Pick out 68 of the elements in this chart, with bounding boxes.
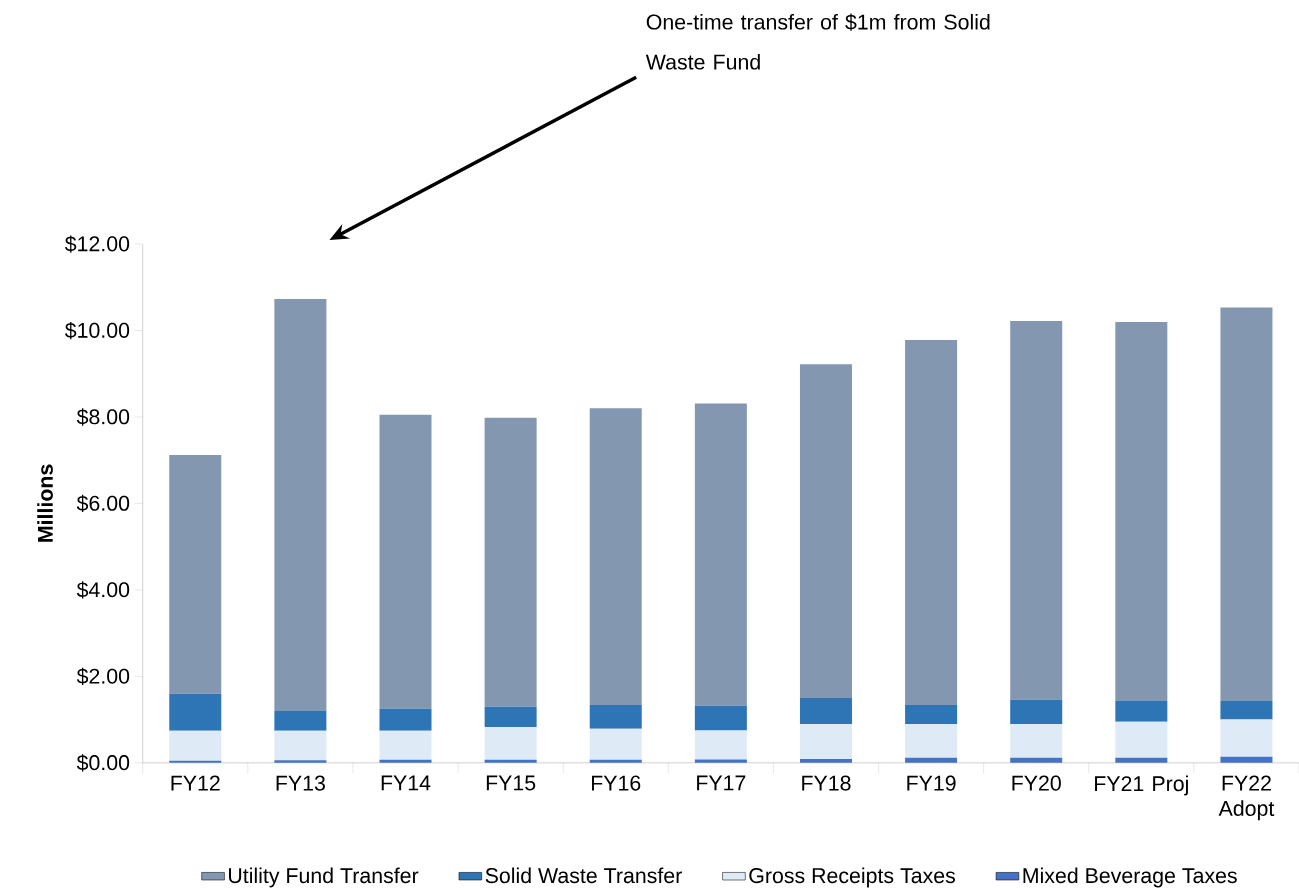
legend-label: Mixed Beverage Taxes [1023,867,1237,888]
y-tick-label: $0.00 [76,754,130,772]
bar [169,454,222,694]
bar [484,417,537,707]
bar [799,697,852,724]
bar [274,710,327,731]
bar [379,708,432,731]
bar [1010,723,1063,758]
bar [694,705,747,731]
y-tick-label: $8.00 [76,408,130,426]
bar [169,693,222,731]
bar [694,730,747,760]
bar [484,726,537,760]
x-tick-label: FY16 [592,775,641,791]
y-axis-title: Millions [37,464,53,542]
x-tick-label: FY22 Adopt [1218,775,1275,821]
bar [905,339,958,705]
bar [1115,321,1168,701]
bar [1115,721,1168,758]
bar [1220,307,1273,701]
bar [1220,700,1273,720]
bar [379,414,432,709]
bar [274,760,327,763]
text: One-time transfer of $1m from Solid Waste Fund [645,13,990,70]
legend-label: Solid Waste Transfer [485,867,682,884]
bar [589,408,642,705]
x-tick-label: FY15 [486,775,536,791]
bar [799,364,852,698]
legend-label: Utility Fund Transfer [229,867,419,888]
bar [484,759,537,763]
bar [694,403,747,706]
bar [1115,757,1168,763]
bar [905,723,958,758]
legend-label: Gross Receipts Taxes [749,867,956,888]
y-tick-label: $10.00 [64,321,130,340]
bar [589,704,642,729]
x-tick-label: FY12 [171,775,220,791]
bar [274,730,327,761]
bar [1115,700,1168,722]
bar [379,759,432,763]
y-tick-label: $4.00 [76,581,130,599]
bar [169,730,222,761]
bar [274,298,327,711]
x-tick-label: FY20 [1012,775,1061,791]
bar [799,723,852,759]
bar [379,730,432,760]
bar [799,758,852,763]
y-tick-label: $2.00 [76,667,130,685]
bar [484,706,537,727]
bar [589,759,642,763]
bar [1010,320,1063,700]
x-tick-label: FY19 [907,775,956,791]
bar [1010,757,1063,763]
bar [905,757,958,763]
x-tick-label: FY13 [276,775,325,791]
bar [1220,756,1273,763]
bar [694,759,747,763]
x-tick-label: FY21 Proj [1095,775,1188,796]
y-tick-label: $6.00 [76,494,130,512]
bar [589,728,642,760]
bar [905,704,958,724]
bar [1010,699,1063,724]
bar [1220,719,1273,757]
x-tick-label: FY18 [802,775,851,791]
y-tick-label: $12.00 [64,235,130,253]
bar [169,760,222,763]
x-tick-label: FY17 [697,775,746,791]
x-tick-label: FY14 [381,775,431,791]
